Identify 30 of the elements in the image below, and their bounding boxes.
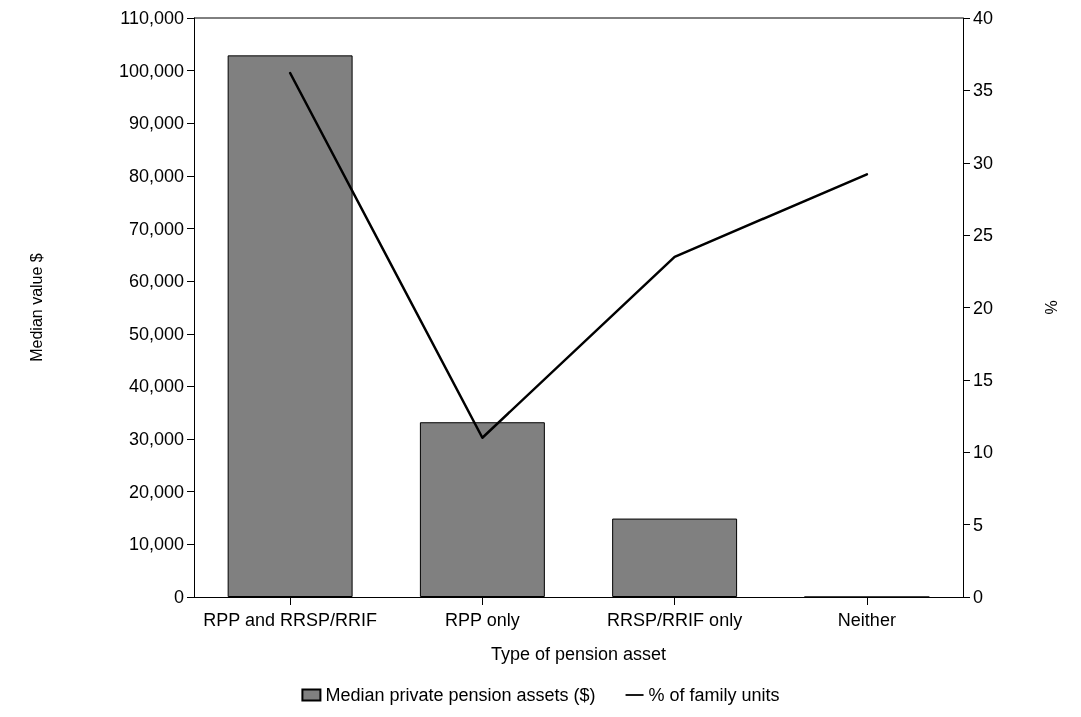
y-tick-label: 0 [173,587,184,607]
x-tick-label: RRSP/RRIF only [607,610,743,630]
y2-tick-label: 25 [973,225,994,246]
x-tick-label: RPP and RRSP/RRIF [203,610,377,630]
legend-label: Median private pension assets ($) [325,685,596,705]
y-tick-label: 100,000 [118,60,184,81]
y2-tick-label: 5 [973,514,984,535]
legend-label: % of family units [648,685,780,705]
y2-tick-label: 35 [973,80,994,101]
y-tick-label: 10,000 [128,534,184,555]
y-tick-label: 20,000 [128,481,184,502]
y-tick-label: 90,000 [128,113,184,134]
y2-tick-label: 40 [973,8,994,28]
y-axis-title: Median value $ [27,253,45,362]
y2-axis-title: % [1042,300,1060,315]
y-tick-label: 110,000 [120,8,184,28]
y-tick-label: 30,000 [128,429,184,450]
y-tick-label: 60,000 [128,271,184,292]
y2-tick-label: 30 [973,152,994,173]
y-tick-label: 50,000 [128,323,184,344]
y2-tick-label: 15 [973,369,994,390]
x-tick-label: Neither [837,610,896,630]
y2-tick-label: 20 [973,297,994,318]
y-tick-label: 40,000 [128,376,184,397]
y-tick-label: 70,000 [128,218,184,239]
y2-tick-label: 10 [973,442,994,463]
x-tick-label: RPP only [445,610,520,630]
y-tick-label: 80,000 [128,165,184,186]
y2-tick-label: 0 [973,587,984,607]
x-axis-title: Type of pension asset [490,644,667,664]
